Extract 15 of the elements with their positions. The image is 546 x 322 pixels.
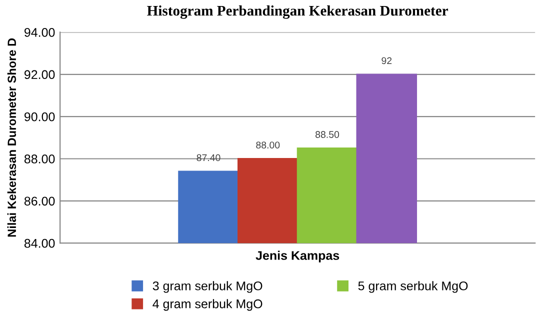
- x-axis-title: Jenis Kampas: [256, 250, 340, 262]
- y-tick-label: 84.00: [24, 238, 55, 248]
- data-label: 88.50: [316, 131, 340, 138]
- legend-label: 3 gram serbuk MgO: [152, 281, 262, 293]
- y-tick-label: 92.00: [24, 70, 55, 80]
- legend-label: 5 gram serbuk MgO: [358, 281, 468, 293]
- y-tick-label: 94.00: [24, 28, 55, 37]
- y-tick-label: 88.00: [24, 154, 55, 164]
- chart-title: Histogram Perbandingan Kekerasan Durometer: [147, 5, 448, 19]
- y-axis-title: Nilai Kekerasan Durometer Shore D: [7, 38, 16, 237]
- data-label: 88.00: [256, 142, 280, 148]
- y-tick-label: 86.00: [24, 196, 55, 206]
- data-label: 92: [382, 57, 392, 64]
- legend-label: 4 gram serbuk MgO: [152, 299, 262, 311]
- y-tick-label: 90.00: [24, 112, 55, 122]
